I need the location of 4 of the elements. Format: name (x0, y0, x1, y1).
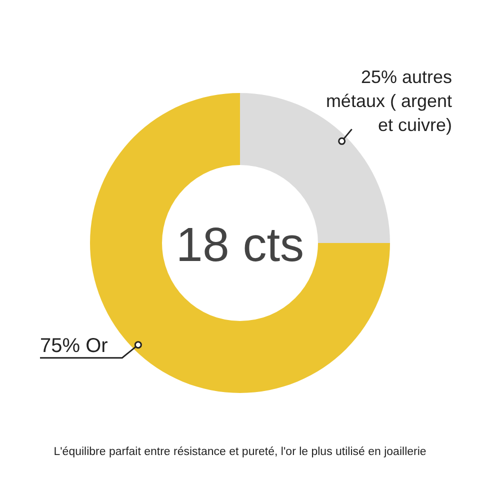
slice-label: 75% Or (40, 334, 108, 357)
slice-label: 25% autres métaux ( argent et cuivre) (326, 67, 452, 136)
text: 18 cts (176, 219, 304, 272)
text: L'équilibre parfait entre résistance et pureté, l'or le plus utilisé en joaillerie (54, 446, 426, 458)
